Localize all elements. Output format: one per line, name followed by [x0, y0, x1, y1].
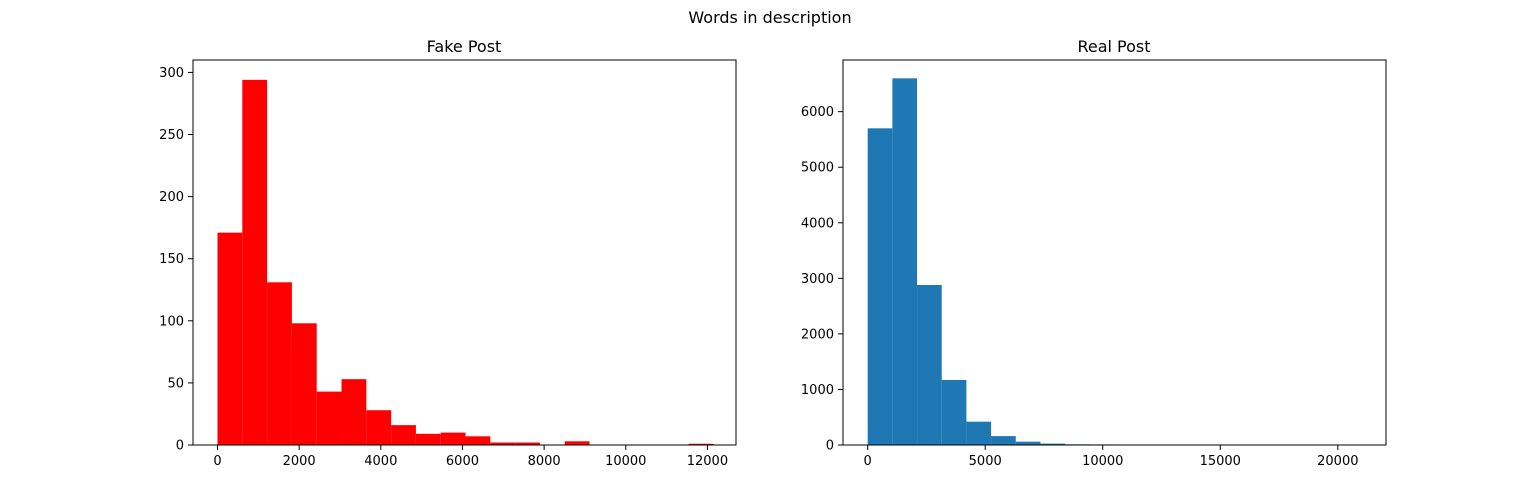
- figure-title: Words in description: [688, 8, 852, 27]
- histogram-bar: [515, 442, 540, 445]
- histogram-bar: [391, 425, 416, 445]
- x-tick-label: 10000: [605, 454, 646, 469]
- histogram-bar: [688, 443, 714, 445]
- x-tick-label: 2000: [283, 454, 316, 469]
- x-tick-label: 20000: [1317, 454, 1358, 469]
- y-tick-label: 4000: [801, 216, 834, 231]
- x-tick-label: 12000: [687, 454, 728, 469]
- histogram-bar: [217, 232, 243, 445]
- x-tick-label: 10000: [1082, 454, 1123, 469]
- plot-frame: [842, 59, 1387, 446]
- y-tick-label: 5000: [801, 161, 834, 176]
- x-tick-label: 15000: [1200, 454, 1241, 469]
- x-tick-label: 5000: [969, 454, 1002, 469]
- histogram-bar: [966, 421, 992, 445]
- x-tick-label: 8000: [528, 454, 561, 469]
- histogram-bar: [490, 442, 516, 445]
- y-tick-label: 200: [159, 190, 184, 205]
- bars: [867, 78, 1362, 446]
- histogram-bar: [242, 79, 268, 445]
- histogram-bar: [917, 285, 942, 445]
- plot-frame: [192, 59, 737, 446]
- histogram-bar: [415, 433, 441, 445]
- histogram-bar: [1015, 441, 1041, 445]
- y-tick-label: 100: [159, 314, 184, 329]
- y-tick-label: 0: [826, 439, 834, 454]
- histogram-bar: [564, 441, 590, 445]
- histogram-bar: [892, 78, 918, 445]
- y-tick-label: 6000: [801, 105, 834, 120]
- y-tick-label: 50: [167, 376, 184, 391]
- x-tick-label: 6000: [446, 454, 479, 469]
- histogram-bar: [1040, 443, 1066, 445]
- y-tick-label: 250: [159, 128, 184, 143]
- x-tick-label: 0: [864, 454, 872, 469]
- x-tick-label: 4000: [364, 454, 397, 469]
- x-axis-ticks: 0 5000 10000 15000 20000: [864, 445, 1358, 469]
- y-tick-label: 150: [159, 252, 184, 267]
- histogram-bar: [991, 436, 1016, 445]
- y-tick-label: 2000: [801, 327, 834, 342]
- bars: [217, 79, 714, 445]
- x-axis-ticks: 0 2000 4000 6000 8000 10000 12000: [213, 445, 728, 469]
- histogram-bar: [267, 282, 292, 445]
- histogram-bar: [941, 380, 967, 445]
- chart-title: Real Post: [1077, 37, 1150, 56]
- chart-fake-post: Fake Post 0 2000 4000 6000 8000 10000 12000 0 5…: [159, 37, 737, 469]
- y-tick-label: 3000: [801, 272, 834, 287]
- y-axis-ticks: 0 50 100 150 200 250 300: [159, 66, 193, 454]
- histogram-bar: [316, 391, 342, 445]
- y-tick-label: 1000: [801, 383, 834, 398]
- chart-title: Fake Post: [427, 37, 502, 56]
- x-tick-label: 0: [213, 454, 221, 469]
- histogram-bar: [291, 323, 317, 445]
- histogram-bar: [440, 432, 466, 445]
- y-tick-label: 300: [159, 66, 184, 81]
- y-axis-ticks: 0 1000 2000 3000 4000 5000 6000: [801, 105, 843, 454]
- histogram-bar: [867, 128, 893, 446]
- histogram-bar: [366, 410, 392, 445]
- y-tick-label: 0: [176, 439, 184, 454]
- histogram-bar: [465, 436, 491, 445]
- chart-real-post: Real Post 0 5000 10000 15000 20000 0 1000 2000…: [801, 37, 1387, 469]
- histogram-bar: [341, 379, 367, 445]
